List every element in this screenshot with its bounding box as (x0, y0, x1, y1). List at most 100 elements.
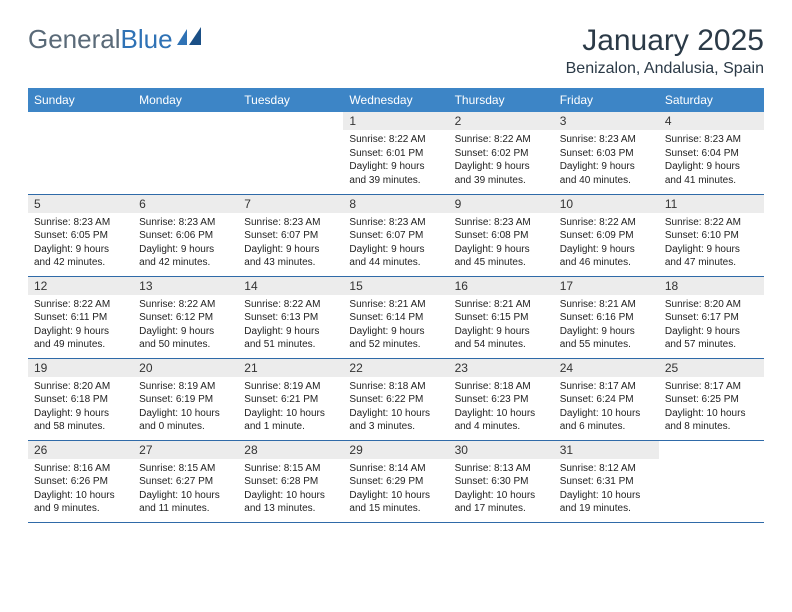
day-number: 3 (554, 112, 659, 130)
day-number: 1 (343, 112, 448, 130)
calendar-day-cell: 8Sunrise: 8:23 AMSunset: 6:07 PMDaylight… (343, 194, 448, 276)
day-number: 23 (449, 359, 554, 377)
calendar-day-cell: 14Sunrise: 8:22 AMSunset: 6:13 PMDayligh… (238, 276, 343, 358)
day-number: 6 (133, 195, 238, 213)
day-sun-data: Sunrise: 8:19 AMSunset: 6:21 PMDaylight:… (238, 377, 343, 438)
day-sun-data: Sunrise: 8:17 AMSunset: 6:25 PMDaylight:… (659, 377, 764, 438)
day-sun-data: Sunrise: 8:22 AMSunset: 6:01 PMDaylight:… (343, 130, 448, 191)
weekday-header: Wednesday (343, 88, 448, 112)
day-sun-data: Sunrise: 8:22 AMSunset: 6:09 PMDaylight:… (554, 213, 659, 274)
day-number: 30 (449, 441, 554, 459)
day-sun-data: Sunrise: 8:12 AMSunset: 6:31 PMDaylight:… (554, 459, 659, 520)
day-number: 22 (343, 359, 448, 377)
calendar-week-row: 12Sunrise: 8:22 AMSunset: 6:11 PMDayligh… (28, 276, 764, 358)
weekday-header: Sunday (28, 88, 133, 112)
location-text: Benizalon, Andalusia, Spain (566, 60, 764, 78)
day-sun-data: Sunrise: 8:21 AMSunset: 6:14 PMDaylight:… (343, 295, 448, 356)
day-sun-data: Sunrise: 8:23 AMSunset: 6:05 PMDaylight:… (28, 213, 133, 274)
calendar-day-cell: 13Sunrise: 8:22 AMSunset: 6:12 PMDayligh… (133, 276, 238, 358)
weekday-header: Tuesday (238, 88, 343, 112)
calendar-day-cell: 4Sunrise: 8:23 AMSunset: 6:04 PMDaylight… (659, 112, 764, 194)
day-number: 13 (133, 277, 238, 295)
day-sun-data: Sunrise: 8:23 AMSunset: 6:08 PMDaylight:… (449, 213, 554, 274)
calendar-day-cell: 19Sunrise: 8:20 AMSunset: 6:18 PMDayligh… (28, 358, 133, 440)
day-sun-data: Sunrise: 8:22 AMSunset: 6:12 PMDaylight:… (133, 295, 238, 356)
day-sun-data: Sunrise: 8:22 AMSunset: 6:10 PMDaylight:… (659, 213, 764, 274)
day-number: 10 (554, 195, 659, 213)
day-sun-data: Sunrise: 8:22 AMSunset: 6:13 PMDaylight:… (238, 295, 343, 356)
calendar-day-cell: 2Sunrise: 8:22 AMSunset: 6:02 PMDaylight… (449, 112, 554, 194)
calendar-table: SundayMondayTuesdayWednesdayThursdayFrid… (28, 88, 764, 523)
day-sun-data: Sunrise: 8:22 AMSunset: 6:11 PMDaylight:… (28, 295, 133, 356)
day-sun-data: Sunrise: 8:13 AMSunset: 6:30 PMDaylight:… (449, 459, 554, 520)
calendar-day-cell: 28Sunrise: 8:15 AMSunset: 6:28 PMDayligh… (238, 440, 343, 522)
calendar-week-row: 26Sunrise: 8:16 AMSunset: 6:26 PMDayligh… (28, 440, 764, 522)
day-sun-data: Sunrise: 8:16 AMSunset: 6:26 PMDaylight:… (28, 459, 133, 520)
day-number: 8 (343, 195, 448, 213)
day-number: 14 (238, 277, 343, 295)
calendar-day-cell: 21Sunrise: 8:19 AMSunset: 6:21 PMDayligh… (238, 358, 343, 440)
day-sun-data: Sunrise: 8:18 AMSunset: 6:23 PMDaylight:… (449, 377, 554, 438)
day-number: 31 (554, 441, 659, 459)
day-sun-data: Sunrise: 8:23 AMSunset: 6:07 PMDaylight:… (238, 213, 343, 274)
calendar-body: ......1Sunrise: 8:22 AMSunset: 6:01 PMDa… (28, 112, 764, 522)
day-sun-data: Sunrise: 8:20 AMSunset: 6:18 PMDaylight:… (28, 377, 133, 438)
title-block: January 2025 Benizalon, Andalusia, Spain (566, 24, 764, 78)
day-number: 15 (343, 277, 448, 295)
header-row: GeneralBlue January 2025 Benizalon, Anda… (28, 24, 764, 78)
weekday-header: Thursday (449, 88, 554, 112)
calendar-day-cell: 7Sunrise: 8:23 AMSunset: 6:07 PMDaylight… (238, 194, 343, 276)
calendar-day-cell: 17Sunrise: 8:21 AMSunset: 6:16 PMDayligh… (554, 276, 659, 358)
calendar-day-cell: .. (133, 112, 238, 194)
calendar-day-cell: .. (238, 112, 343, 194)
logo-sail-icon (177, 27, 205, 47)
day-sun-data: Sunrise: 8:23 AMSunset: 6:06 PMDaylight:… (133, 213, 238, 274)
day-number: 5 (28, 195, 133, 213)
day-number: 11 (659, 195, 764, 213)
day-number: 28 (238, 441, 343, 459)
day-number: 29 (343, 441, 448, 459)
day-sun-data: Sunrise: 8:23 AMSunset: 6:03 PMDaylight:… (554, 130, 659, 191)
calendar-day-cell: 26Sunrise: 8:16 AMSunset: 6:26 PMDayligh… (28, 440, 133, 522)
calendar-day-cell: 10Sunrise: 8:22 AMSunset: 6:09 PMDayligh… (554, 194, 659, 276)
weekday-row: SundayMondayTuesdayWednesdayThursdayFrid… (28, 88, 764, 112)
day-number: 9 (449, 195, 554, 213)
calendar-week-row: ......1Sunrise: 8:22 AMSunset: 6:01 PMDa… (28, 112, 764, 194)
day-sun-data: Sunrise: 8:21 AMSunset: 6:15 PMDaylight:… (449, 295, 554, 356)
calendar-day-cell: .. (659, 440, 764, 522)
calendar-day-cell: 23Sunrise: 8:18 AMSunset: 6:23 PMDayligh… (449, 358, 554, 440)
calendar-day-cell: 6Sunrise: 8:23 AMSunset: 6:06 PMDaylight… (133, 194, 238, 276)
calendar-head: SundayMondayTuesdayWednesdayThursdayFrid… (28, 88, 764, 112)
calendar-day-cell: 18Sunrise: 8:20 AMSunset: 6:17 PMDayligh… (659, 276, 764, 358)
calendar-page: GeneralBlue January 2025 Benizalon, Anda… (0, 0, 792, 547)
day-number: 16 (449, 277, 554, 295)
day-number: 12 (28, 277, 133, 295)
calendar-week-row: 19Sunrise: 8:20 AMSunset: 6:18 PMDayligh… (28, 358, 764, 440)
calendar-day-cell: 31Sunrise: 8:12 AMSunset: 6:31 PMDayligh… (554, 440, 659, 522)
calendar-day-cell: 12Sunrise: 8:22 AMSunset: 6:11 PMDayligh… (28, 276, 133, 358)
day-sun-data: Sunrise: 8:23 AMSunset: 6:07 PMDaylight:… (343, 213, 448, 274)
day-number: 25 (659, 359, 764, 377)
logo-text-gray: General (28, 24, 121, 55)
calendar-day-cell: 9Sunrise: 8:23 AMSunset: 6:08 PMDaylight… (449, 194, 554, 276)
day-number: 26 (28, 441, 133, 459)
day-number: 24 (554, 359, 659, 377)
calendar-day-cell: 25Sunrise: 8:17 AMSunset: 6:25 PMDayligh… (659, 358, 764, 440)
day-sun-data: Sunrise: 8:20 AMSunset: 6:17 PMDaylight:… (659, 295, 764, 356)
logo-text-blue: Blue (121, 24, 173, 55)
calendar-day-cell: 3Sunrise: 8:23 AMSunset: 6:03 PMDaylight… (554, 112, 659, 194)
calendar-day-cell: 15Sunrise: 8:21 AMSunset: 6:14 PMDayligh… (343, 276, 448, 358)
day-number: 27 (133, 441, 238, 459)
weekday-header: Saturday (659, 88, 764, 112)
calendar-day-cell: 24Sunrise: 8:17 AMSunset: 6:24 PMDayligh… (554, 358, 659, 440)
calendar-day-cell: 29Sunrise: 8:14 AMSunset: 6:29 PMDayligh… (343, 440, 448, 522)
calendar-day-cell: 16Sunrise: 8:21 AMSunset: 6:15 PMDayligh… (449, 276, 554, 358)
day-number: 4 (659, 112, 764, 130)
calendar-week-row: 5Sunrise: 8:23 AMSunset: 6:05 PMDaylight… (28, 194, 764, 276)
day-number: 19 (28, 359, 133, 377)
calendar-day-cell: 11Sunrise: 8:22 AMSunset: 6:10 PMDayligh… (659, 194, 764, 276)
day-number: 18 (659, 277, 764, 295)
day-sun-data: Sunrise: 8:14 AMSunset: 6:29 PMDaylight:… (343, 459, 448, 520)
day-sun-data: Sunrise: 8:19 AMSunset: 6:19 PMDaylight:… (133, 377, 238, 438)
day-number: 7 (238, 195, 343, 213)
